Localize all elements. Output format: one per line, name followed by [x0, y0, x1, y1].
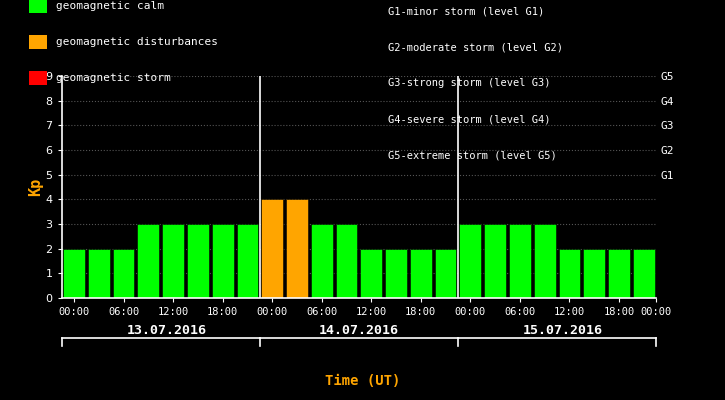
Text: geomagnetic calm: geomagnetic calm [56, 1, 164, 11]
Bar [385, 249, 407, 298]
Bar [63, 249, 85, 298]
Bar [558, 249, 580, 298]
Text: G3-strong storm (level G3): G3-strong storm (level G3) [388, 78, 550, 88]
Bar [112, 249, 134, 298]
Bar [336, 224, 357, 298]
Bar [286, 199, 308, 298]
Bar [608, 249, 630, 298]
Text: Time (UT): Time (UT) [325, 374, 400, 388]
Text: G5-extreme storm (level G5): G5-extreme storm (level G5) [388, 150, 557, 160]
Bar [138, 224, 160, 298]
Text: geomagnetic disturbances: geomagnetic disturbances [56, 37, 217, 47]
Text: G4-severe storm (level G4): G4-severe storm (level G4) [388, 114, 550, 124]
Bar [534, 224, 555, 298]
Bar [460, 224, 481, 298]
Bar [311, 224, 333, 298]
Bar [360, 249, 382, 298]
Bar [509, 224, 531, 298]
Bar [162, 224, 184, 298]
Bar [261, 199, 283, 298]
Bar [236, 224, 258, 298]
Text: G1-minor storm (level G1): G1-minor storm (level G1) [388, 6, 544, 16]
Bar [584, 249, 605, 298]
Bar [410, 249, 431, 298]
Bar [435, 249, 457, 298]
Text: G2-moderate storm (level G2): G2-moderate storm (level G2) [388, 42, 563, 52]
Bar [187, 224, 209, 298]
Bar [88, 249, 109, 298]
Bar [633, 249, 655, 298]
Bar [212, 224, 233, 298]
Text: 14.07.2016: 14.07.2016 [319, 324, 399, 336]
Y-axis label: Kp: Kp [28, 178, 43, 196]
Text: 15.07.2016: 15.07.2016 [523, 324, 603, 336]
Bar [484, 224, 506, 298]
Text: geomagnetic storm: geomagnetic storm [56, 73, 170, 83]
Text: 13.07.2016: 13.07.2016 [127, 324, 207, 336]
